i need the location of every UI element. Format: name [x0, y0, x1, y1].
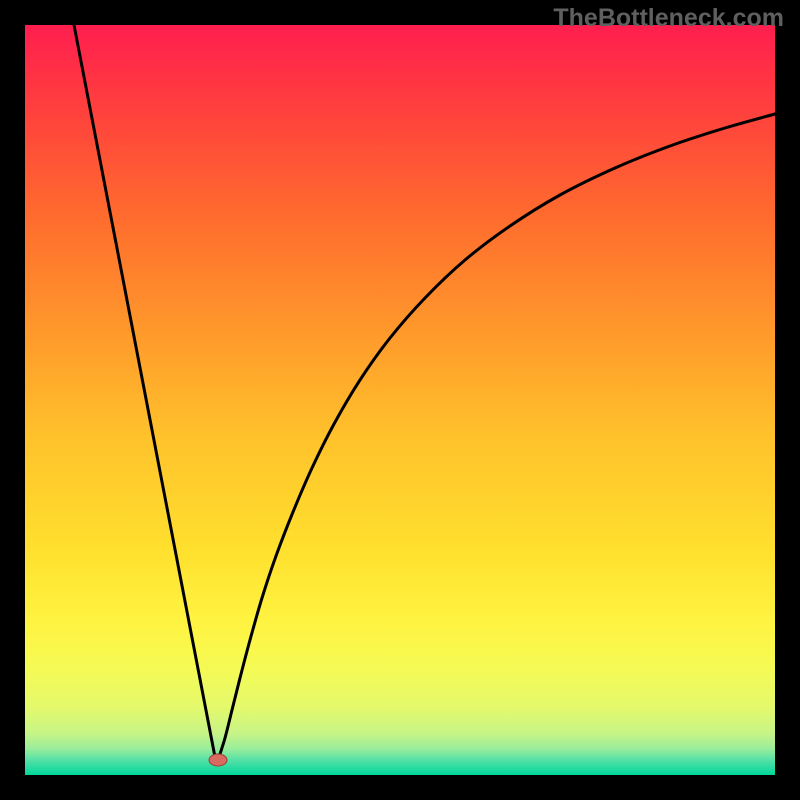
plot-background — [25, 25, 775, 775]
minimum-marker — [209, 754, 227, 766]
watermark-text: TheBottleneck.com — [553, 4, 784, 33]
chart-svg — [0, 0, 800, 800]
chart-frame: TheBottleneck.com — [0, 0, 800, 800]
